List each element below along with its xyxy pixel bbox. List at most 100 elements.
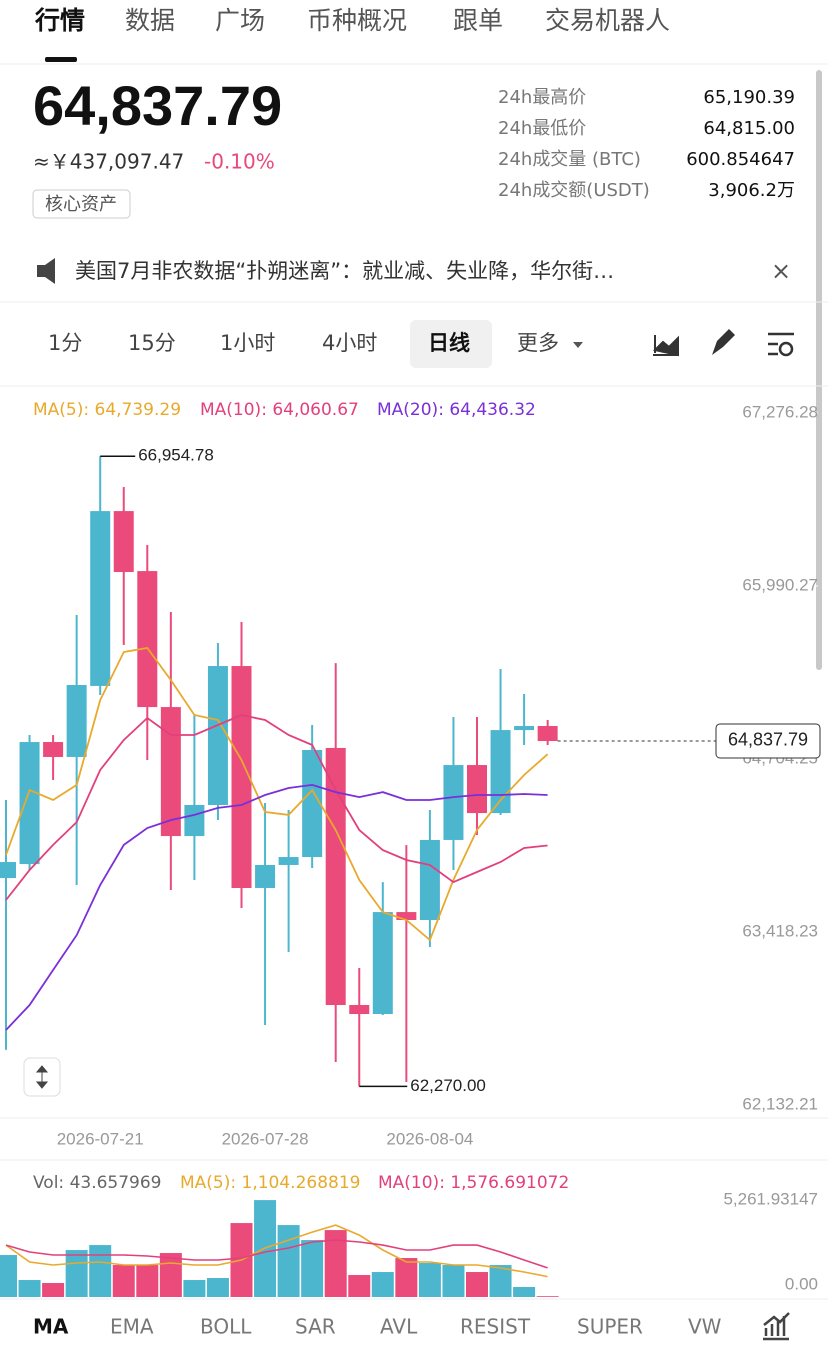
volume-bar bbox=[136, 1265, 159, 1297]
indicator[interactable]: BOLL bbox=[200, 1315, 252, 1339]
tab-indicator bbox=[45, 57, 77, 62]
indicator[interactable]: VW bbox=[688, 1315, 722, 1339]
plot: 67,276.2865,990.2764,704.2563,418.2362,1… bbox=[0, 402, 821, 1298]
indicator[interactable]: EMA bbox=[110, 1315, 154, 1339]
interval[interactable]: 更多 bbox=[517, 331, 559, 355]
indicator[interactable]: MA bbox=[33, 1315, 69, 1339]
candle-body bbox=[537, 726, 558, 741]
stat-label: 24h成交量 (BTC) bbox=[498, 149, 641, 170]
tab[interactable]: 数据 bbox=[125, 6, 175, 35]
price-tag-label: 64,837.79 bbox=[728, 730, 808, 750]
indicator[interactable]: AVL bbox=[380, 1315, 418, 1339]
y-tick-label: 67,276.28 bbox=[742, 402, 818, 421]
legend-entry: Vol: 43.657969 bbox=[33, 1173, 162, 1193]
legend-entry: MA(10): 64,060.67 bbox=[200, 400, 359, 420]
volume-bar bbox=[206, 1278, 229, 1297]
candle-body bbox=[255, 864, 276, 888]
volume-bar bbox=[395, 1258, 418, 1297]
tab[interactable]: 广场 bbox=[215, 6, 265, 35]
indicator[interactable]: SAR bbox=[295, 1315, 336, 1339]
y-tick-label: 0.00 bbox=[785, 1274, 818, 1293]
tab[interactable]: 行情 bbox=[34, 6, 85, 35]
volume-bar bbox=[277, 1225, 300, 1297]
candle-body bbox=[325, 747, 346, 1006]
candle-body bbox=[490, 730, 511, 814]
tab[interactable]: 交易机器人 bbox=[545, 6, 670, 35]
stat-label: 24h最低价 bbox=[498, 118, 586, 139]
interval[interactable]: 1小时 bbox=[220, 331, 275, 355]
volume-bar bbox=[513, 1287, 536, 1297]
stat-value: 64,815.00 bbox=[703, 118, 795, 139]
close-button[interactable]: × bbox=[771, 257, 791, 285]
candle-body bbox=[467, 765, 487, 814]
settings-icon bbox=[778, 341, 794, 357]
interval[interactable]: 4小时 bbox=[322, 331, 377, 355]
candle-body bbox=[184, 804, 205, 837]
interval[interactable]: 1分 bbox=[48, 331, 82, 355]
candle-body bbox=[372, 912, 393, 1015]
draw-icon[interactable] bbox=[712, 329, 735, 355]
tag-box bbox=[32, 189, 131, 219]
volume-bar bbox=[489, 1265, 512, 1297]
news-icon bbox=[37, 258, 55, 284]
news[interactable]: 美国7月非农数据“扑朔迷离”：就业减、失业降，华尔街… bbox=[75, 259, 614, 283]
x-tick-label: 2026-07-21 bbox=[57, 1129, 144, 1148]
settings-icon[interactable] bbox=[768, 332, 794, 356]
candle-body bbox=[90, 511, 111, 686]
asset-tag: 核心资产 bbox=[45, 194, 117, 215]
chart-type-icon[interactable] bbox=[652, 335, 679, 357]
volume-bar bbox=[371, 1272, 394, 1297]
x-tick-label: 2026-07-28 bbox=[222, 1129, 309, 1148]
stat-value: 600.854647 bbox=[686, 149, 795, 170]
volume-bar bbox=[442, 1265, 465, 1297]
top-tabs: 行情 数据 广场 币种概况 跟单 交易机器人 bbox=[34, 6, 670, 35]
ma-line bbox=[5, 647, 549, 942]
y-tick-label: 65,990.27 bbox=[742, 575, 818, 594]
indicator-icon[interactable] bbox=[763, 1312, 790, 1341]
ma-line bbox=[5, 783, 548, 1031]
intervals: 1分 15分 1小时 4小时 日线 更多 bbox=[48, 331, 559, 355]
legend-entry: MA(5): 1,104.268819 bbox=[180, 1173, 360, 1193]
annotation: 62,270.00 bbox=[410, 1076, 486, 1095]
y-tick-label: 5,261.93147 bbox=[723, 1189, 818, 1208]
price: 64,837.79 bbox=[33, 74, 282, 137]
candle-body bbox=[349, 1005, 370, 1015]
volume-bar bbox=[348, 1275, 371, 1297]
volume-bar bbox=[89, 1245, 112, 1297]
stat-value: 3,906.2万 bbox=[708, 180, 795, 201]
volume-bar bbox=[0, 1255, 17, 1297]
ma-line bbox=[5, 714, 548, 901]
volume-bar bbox=[536, 1296, 559, 1297]
price-change: -0.10% bbox=[204, 150, 275, 174]
candle-body bbox=[113, 511, 134, 573]
interval[interactable]: 日线 bbox=[428, 331, 470, 355]
volume-bar bbox=[466, 1272, 488, 1297]
stats: 24h最高价 65,190.39 24h最低价 64,815.00 24h成交量 (BT… bbox=[498, 87, 795, 201]
interval[interactable]: 15分 bbox=[128, 331, 176, 355]
indicator[interactable]: RESIST bbox=[460, 1315, 531, 1339]
annotation: 66,954.78 bbox=[138, 446, 214, 465]
interval-active-bg bbox=[410, 320, 492, 368]
y-tick-label: 63,418.23 bbox=[742, 921, 818, 940]
candle-body bbox=[302, 749, 323, 858]
candle-body bbox=[19, 742, 40, 865]
candle-body bbox=[207, 666, 228, 805]
price-tag bbox=[715, 723, 821, 759]
candle-body bbox=[0, 862, 16, 879]
volume-bar bbox=[183, 1280, 206, 1297]
legend-entry: MA(10): 1,576.691072 bbox=[378, 1173, 569, 1193]
candle-body bbox=[443, 765, 464, 840]
stat-value: 65,190.39 bbox=[703, 87, 795, 108]
indicators: MA EMA BOLL SAR AVL RESIST SUPER VW bbox=[33, 1315, 722, 1339]
tab[interactable]: 币种概况 bbox=[307, 6, 407, 35]
tab[interactable]: 跟单 bbox=[453, 6, 503, 35]
candle-body bbox=[419, 839, 440, 920]
ma-line bbox=[5, 1239, 548, 1269]
indicator-bar bbox=[0, 1300, 828, 1349]
indicator[interactable]: SUPER bbox=[577, 1315, 643, 1339]
volume-bar bbox=[324, 1230, 347, 1297]
volume-bar bbox=[65, 1250, 88, 1297]
ma-line bbox=[5, 1224, 548, 1278]
candle-body bbox=[43, 742, 64, 757]
